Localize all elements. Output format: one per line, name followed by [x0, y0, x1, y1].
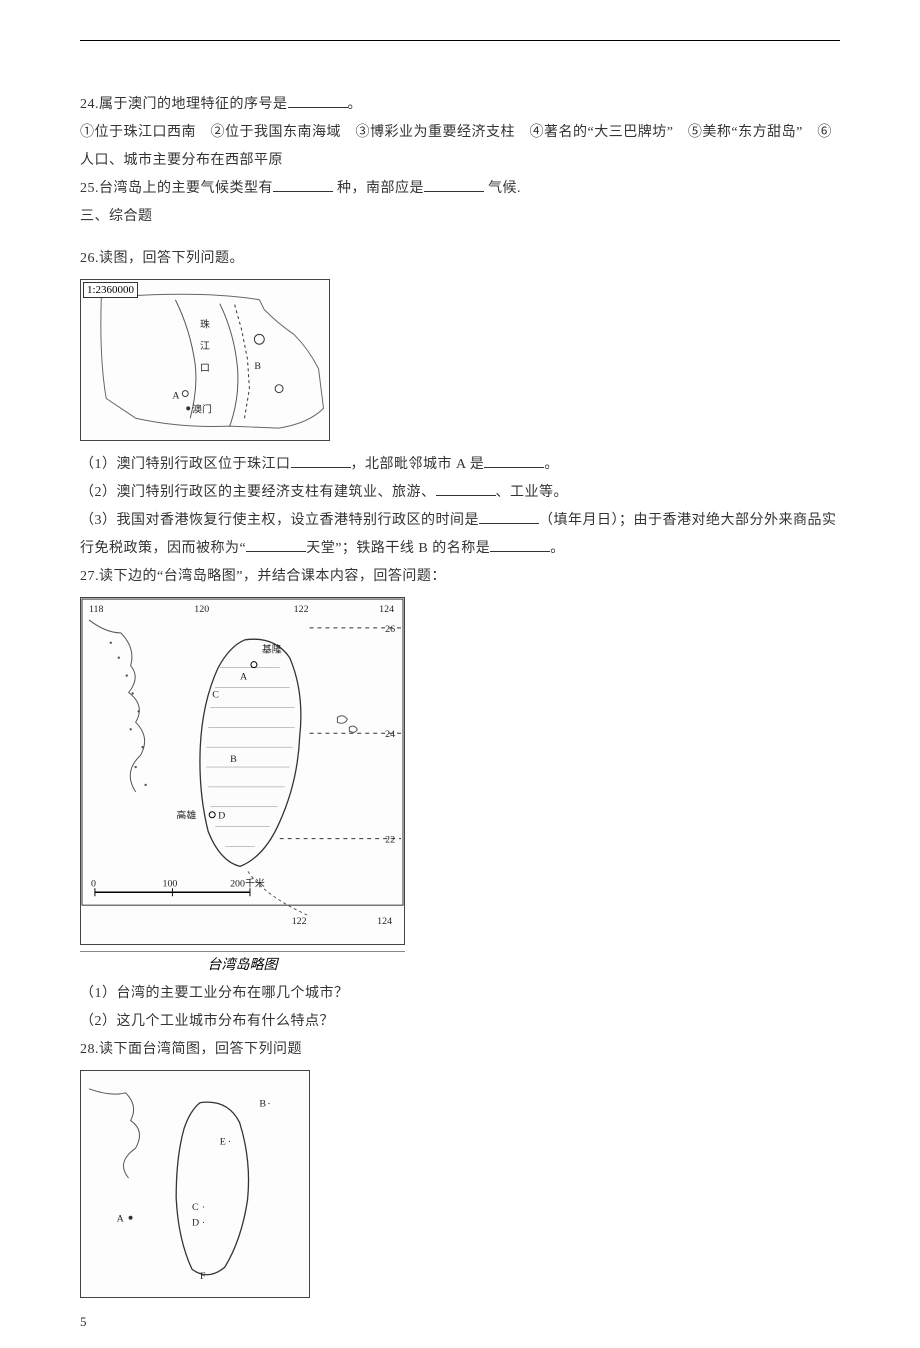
spacer: [80, 231, 840, 245]
scale-100: 100: [162, 878, 177, 889]
q26-part1: （1）澳门特别行政区位于珠江口 ，北部毗邻城市 A 是 。: [80, 451, 840, 479]
section-3-heading: 三、综合题: [80, 203, 840, 231]
q26-p3a: （3）我国对香港恢复行使主权，设立香港特别行政区的时间是: [80, 513, 479, 528]
blank: [479, 510, 539, 524]
label-A: A: [117, 1214, 125, 1225]
q25-stem: 25.台湾岛上的主要气候类型有 种，南部应是 气候.: [80, 175, 840, 203]
label-zhu: 珠: [200, 317, 210, 330]
svg-text:·: ·: [202, 1202, 205, 1213]
q28-figure: B · E · A C · D · F: [80, 1070, 840, 1302]
exam-page: 24.属于澳门的地理特征的序号是。 ①位于珠江口西南 ②位于我国东南海域 ③博彩…: [0, 0, 920, 1348]
label-jiang: 江: [200, 340, 210, 352]
label-B: B: [254, 361, 261, 372]
q25-b: 种，南部应是: [333, 181, 424, 196]
blank: [484, 454, 544, 468]
label-macau: 澳门: [192, 402, 212, 415]
q27-map-box: 118 120 122 124 122 124 26 24 22: [80, 597, 405, 945]
xtick-120: 120: [194, 604, 209, 615]
q25-a: 25.台湾岛上的主要气候类型有: [80, 181, 273, 196]
xtick-118: 118: [89, 604, 104, 615]
top-horizontal-rule: [80, 40, 840, 41]
q28-map-box: B · E · A C · D · F: [80, 1070, 310, 1298]
q26-p3d: 。: [550, 541, 565, 556]
ytick-24: 24: [385, 729, 395, 740]
q27-map-svg: 118 120 122 124 122 124 26 24 22: [81, 598, 404, 944]
q26-p1a: （1）澳门特别行政区位于珠江口: [80, 457, 291, 472]
blank: [490, 538, 550, 552]
q26-p2a: （2）澳门特别行政区的主要经济支柱有建筑业、旅游、: [80, 485, 436, 500]
q25-c: 气候.: [484, 181, 521, 196]
q26-p3c: 天堂”；铁路干线 B 的名称是: [306, 541, 490, 556]
ytick-26: 26: [385, 624, 395, 635]
page-number: 5: [80, 1314, 87, 1330]
blank: [288, 94, 348, 108]
label-jilong: 基隆: [262, 643, 282, 656]
q26-figure: 1:2360000 珠 江 口 B A 澳门: [80, 279, 840, 445]
blank: [424, 178, 484, 192]
q28-stem: 28.读下面台湾简图，回答下列问题: [80, 1036, 840, 1064]
q27-part2: （2）这几个工业城市分布有什么特点？: [80, 1008, 840, 1036]
svg-text:·: ·: [228, 1136, 231, 1147]
label-A: A: [240, 672, 248, 683]
q27-figure: 118 120 122 124 122 124 26 24 22: [80, 597, 840, 974]
q26-p1c: 。: [544, 457, 559, 472]
q27-caption: 台湾岛略图: [80, 951, 405, 974]
q24-options-text: ①位于珠江口西南 ②位于我国东南海域 ③博彩业为重要经济支柱 ④著名的“大三巴牌…: [80, 125, 832, 168]
q26-scale-label: 1:2360000: [83, 282, 138, 298]
blank: [436, 482, 496, 496]
label-gaoxiong: 高雄: [176, 809, 196, 822]
scale-0: 0: [91, 878, 96, 889]
q24-stem-a: 24.属于澳门的地理特征的序号是: [80, 97, 288, 112]
xtick-122b: 122: [292, 916, 307, 927]
blank: [291, 454, 351, 468]
label-C: C: [192, 1202, 199, 1213]
q24-stem-b: 。: [348, 97, 363, 112]
q26-map-box: 1:2360000 珠 江 口 B A 澳门: [80, 279, 330, 441]
q26-p1b: ，北部毗邻城市 A 是: [351, 457, 485, 472]
q24-stem: 24.属于澳门的地理特征的序号是 。: [80, 91, 840, 119]
svg-text:·: ·: [267, 1099, 270, 1110]
q26-part2: （2）澳门特别行政区的主要经济支柱有建筑业、旅游、 、工业等。: [80, 479, 840, 507]
scale-200: 200千米: [230, 876, 265, 889]
label-E: E: [220, 1136, 226, 1147]
blank: [246, 538, 306, 552]
label-B: B: [259, 1099, 266, 1110]
label-kou: 口: [200, 363, 210, 374]
xtick-122: 122: [294, 604, 309, 615]
q26-part3: （3）我国对香港恢复行使主权，设立香港特别行政区的时间是（填年月日）；由于香港对…: [80, 507, 840, 563]
q27-stem: 27.读下边的“台湾岛略图”，并结合课本内容，回答问题：: [80, 563, 840, 591]
q26-p2b: 、工业等。: [496, 485, 569, 500]
q27-part1: （1）台湾的主要工业分布在哪几个城市？: [80, 980, 840, 1008]
q26-stem: 26.读图，回答下列问题。: [80, 245, 840, 273]
q28-map-svg: B · E · A C · D · F: [81, 1071, 309, 1297]
ytick-22: 22: [385, 835, 395, 846]
label-D: D: [218, 811, 225, 822]
xtick-124: 124: [379, 604, 394, 615]
svg-text:·: ·: [202, 1218, 205, 1229]
label-D: D: [192, 1218, 199, 1229]
q24-options: ①位于珠江口西南 ②位于我国东南海域 ③博彩业为重要经济支柱 ④著名的“大三巴牌…: [80, 119, 840, 175]
label-A: A: [172, 391, 180, 402]
blank: [273, 178, 333, 192]
label-C: C: [212, 689, 219, 700]
q26-map-svg: 珠 江 口 B A 澳门: [81, 280, 329, 440]
xtick-124b: 124: [377, 916, 392, 927]
label-F: F: [200, 1271, 206, 1282]
label-B: B: [230, 754, 237, 765]
